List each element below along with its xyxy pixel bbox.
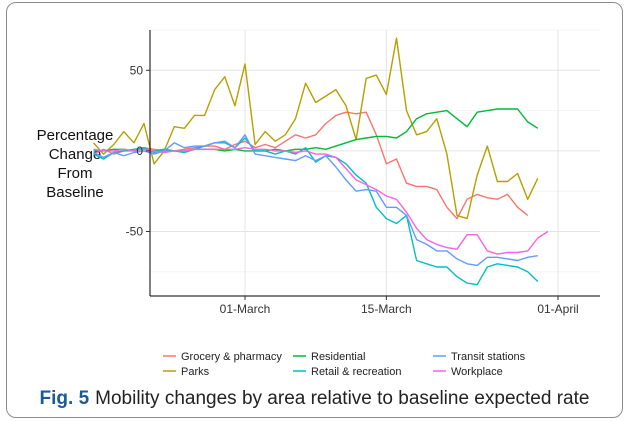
series-line-retail-recreation: [93, 137, 539, 286]
figure-label: Fig. 5: [39, 388, 90, 409]
y-tick-label: 0: [136, 144, 143, 158]
series-line-grocery-pharmacy: [93, 111, 529, 220]
x-tick-label: 15-March: [361, 302, 412, 316]
legend-entry: Workplace: [451, 366, 503, 378]
y-axis-label-line: Baseline: [46, 184, 104, 201]
y-axis-label-line: From: [58, 165, 93, 182]
series-line-transit-stations: [93, 134, 538, 267]
y-axis-label-line: Percentage: [37, 127, 114, 144]
legend-entry: Parks: [181, 366, 210, 378]
caption-text: Mobility changes by area relative to bas…: [95, 388, 590, 409]
chart-axes: [149, 30, 600, 297]
y-axis-label-line: Change: [49, 146, 102, 163]
series-line-parks: [92, 37, 539, 220]
legend-entry: Retail & recreation: [311, 366, 402, 378]
figure-caption: Fig. 5 Mobility changes by area relative …: [6, 388, 623, 410]
series-line-workplace: [93, 146, 549, 255]
y-tick-label: -50: [126, 225, 144, 239]
y-axis-label: Percentage Change From Baseline: [37, 127, 114, 201]
x-tick-label: 01-April: [537, 302, 578, 316]
y-tick-label: 50: [130, 63, 144, 77]
x-tick-label: 01-March: [220, 302, 271, 316]
legend-entry: Grocery & pharmacy: [181, 351, 282, 363]
legend-entry: Transit stations: [451, 351, 526, 363]
chart-series: [92, 37, 549, 286]
y-axis-ticks: 50 0 -50: [126, 63, 150, 239]
chart-legend: Grocery & pharmacy Residential Transit sta…: [163, 351, 526, 378]
legend-entry: Residential: [311, 351, 365, 363]
x-axis-ticks: 01-March 15-March 01-April: [220, 296, 579, 316]
